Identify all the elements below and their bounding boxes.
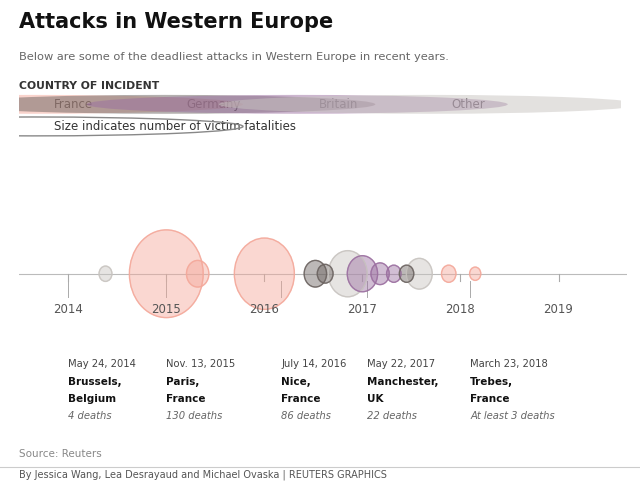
Text: 2016: 2016 [250,303,279,316]
Circle shape [234,238,294,309]
Text: 2018: 2018 [445,303,476,316]
Text: Britain: Britain [319,98,358,111]
Text: UK: UK [367,394,384,404]
Circle shape [219,95,640,114]
Text: Below are some of the deadliest attacks in Western Europe in recent years.: Below are some of the deadliest attacks … [19,52,449,61]
Text: Source: Reuters: Source: Reuters [19,449,102,459]
Circle shape [0,95,375,114]
Text: 2014: 2014 [53,303,83,316]
Circle shape [328,250,367,297]
Text: France: France [470,394,510,404]
Circle shape [317,264,333,283]
Text: Paris,: Paris, [166,377,200,387]
Text: May 22, 2017: May 22, 2017 [367,359,435,369]
Text: Brussels,: Brussels, [68,377,122,387]
Text: 130 deaths: 130 deaths [166,411,223,421]
Circle shape [470,267,481,280]
Circle shape [0,95,243,114]
Text: COUNTRY OF INCIDENT: COUNTRY OF INCIDENT [19,81,159,91]
Text: 2015: 2015 [152,303,181,316]
Text: July 14, 2016: July 14, 2016 [281,359,346,369]
Circle shape [442,265,456,282]
Circle shape [371,263,389,285]
Text: 2019: 2019 [543,303,573,316]
Text: Other: Other [451,98,485,111]
Text: March 23, 2018: March 23, 2018 [470,359,548,369]
Text: May 24, 2014: May 24, 2014 [68,359,136,369]
Text: 22 deaths: 22 deaths [367,411,417,421]
Circle shape [406,258,432,289]
Text: 2017: 2017 [348,303,378,316]
Text: Trebes,: Trebes, [470,377,513,387]
Circle shape [399,265,414,282]
Circle shape [348,256,378,292]
Text: Germany: Germany [186,98,241,111]
Text: Manchester,: Manchester, [367,377,439,387]
Text: France: France [281,394,321,404]
Text: Belgium: Belgium [68,394,116,404]
Text: France: France [166,394,206,404]
Text: 86 deaths: 86 deaths [281,411,331,421]
Text: By Jessica Wang, Lea Desrayaud and Michael Ovaska | REUTERS GRAPHICS: By Jessica Wang, Lea Desrayaud and Micha… [19,469,387,480]
Text: Attacks in Western Europe: Attacks in Western Europe [19,12,333,32]
Circle shape [304,260,326,287]
Circle shape [99,266,112,281]
Text: Size indicates number of victim fatalities: Size indicates number of victim fataliti… [54,120,296,133]
Circle shape [86,95,508,114]
Text: Nov. 13, 2015: Nov. 13, 2015 [166,359,236,369]
Text: Nice,: Nice, [281,377,311,387]
Text: France: France [54,98,93,111]
Circle shape [186,260,209,287]
Circle shape [387,265,401,282]
Text: At least 3 deaths: At least 3 deaths [470,411,555,421]
Text: 4 deaths: 4 deaths [68,411,112,421]
Circle shape [129,230,203,318]
